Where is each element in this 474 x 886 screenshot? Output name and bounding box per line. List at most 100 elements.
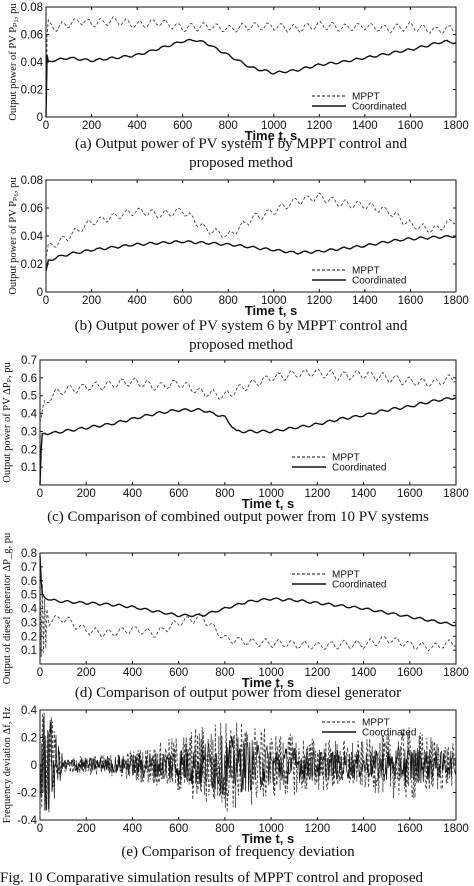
x-tick-label: 600 bbox=[173, 120, 192, 132]
x-tick-label: 0 bbox=[37, 667, 43, 679]
x-tick-label: 1200 bbox=[305, 823, 331, 835]
x-tick-label: 1400 bbox=[351, 488, 377, 500]
series-coordinated-line bbox=[39, 555, 457, 627]
chart-caption: (a) Output power of PV system 1 by MPPT … bbox=[75, 136, 407, 152]
series-mppt-line bbox=[45, 16, 457, 118]
x-tick-label: 1000 bbox=[261, 120, 287, 132]
x-tick-label: 1200 bbox=[305, 488, 331, 500]
y-tick-label: 0.5 bbox=[21, 391, 37, 403]
y-axis-label: Output power of PV Pₚ₆, pu bbox=[8, 177, 19, 295]
plot-frame bbox=[45, 6, 457, 118]
y-tick-label: 0.06 bbox=[21, 203, 43, 215]
y-tick-label: 0.4 bbox=[21, 705, 38, 717]
plot-frame bbox=[39, 552, 457, 665]
x-tick-label: 400 bbox=[128, 295, 147, 307]
y-tick-label: 0 bbox=[37, 287, 43, 299]
x-axis-label: Time t, s bbox=[242, 496, 295, 511]
y-tick-label: 0.04 bbox=[21, 231, 44, 243]
chart-caption: (b) Output power of PV system 6 by MPPT … bbox=[75, 318, 408, 334]
chart-d: 0 200 400 600 800 1000 1200 1400 1600 1800 0.1 0.2 0… bbox=[2, 532, 469, 701]
chart-caption: proposed method bbox=[189, 337, 293, 353]
chart-b: 0 200 400 600 800 1000 1200 1400 1600 1800 0 0.02 0.… bbox=[8, 175, 469, 353]
chart-e: 0 200 400 600 800 1000 1200 1400 1600 1800 -0.4 -0.… bbox=[2, 705, 469, 860]
x-tick-label: 1600 bbox=[397, 823, 423, 835]
x-tick-label: 800 bbox=[219, 295, 238, 307]
x-tick-label: 1400 bbox=[351, 823, 377, 835]
x-tick-label: 0 bbox=[37, 823, 43, 835]
legend-label: MPPT bbox=[332, 570, 360, 581]
x-tick-label: 800 bbox=[215, 823, 234, 835]
charts-group: 0 200 400 600 800 1000 1200 1400 1600 1800 0 0.02 0.… bbox=[2, 2, 469, 860]
x-tick-label: 600 bbox=[169, 823, 188, 835]
y-tick-label: 0 bbox=[37, 112, 43, 124]
x-tick-label: 400 bbox=[123, 667, 142, 679]
y-axis-label: Output power of PV ΔPₚ, pu bbox=[2, 362, 13, 483]
x-tick-label: 1600 bbox=[397, 488, 423, 500]
chart-c: 0 200 400 600 800 1000 1200 1400 1600 1800 0.1 0.2 0… bbox=[2, 355, 469, 525]
x-tick-label: 800 bbox=[215, 667, 234, 679]
legend-label: MPPT bbox=[352, 92, 380, 103]
x-tick-label: 200 bbox=[77, 823, 96, 835]
y-axis-label: Output power of PV Pₚ₁, pu bbox=[8, 3, 19, 121]
x-tick-label: 1000 bbox=[258, 667, 284, 679]
y-tick-label: 0.3 bbox=[21, 617, 37, 629]
x-tick-label: 600 bbox=[169, 667, 188, 679]
x-tick-label: 1800 bbox=[443, 488, 469, 500]
x-tick-label: 1000 bbox=[258, 488, 284, 500]
x-tick-label: 200 bbox=[82, 120, 101, 132]
x-tick-label: 0 bbox=[43, 120, 49, 132]
x-tick-label: 1200 bbox=[307, 295, 333, 307]
legend-label: Coordinated bbox=[332, 463, 386, 474]
y-axis-label: Output of diesel generator ΔP_g, pu bbox=[2, 532, 13, 684]
y-tick-label: 0.02 bbox=[21, 85, 43, 97]
legend-label: MPPT bbox=[352, 266, 380, 277]
y-tick-label: -0.4 bbox=[17, 815, 37, 827]
series-mppt-line bbox=[39, 368, 457, 423]
x-tick-label: 1600 bbox=[398, 295, 424, 307]
y-tick-label: 0.7 bbox=[21, 562, 37, 574]
chart-caption: (e) Comparison of frequency deviation bbox=[121, 844, 355, 860]
x-tick-label: 400 bbox=[123, 488, 142, 500]
x-tick-label: 600 bbox=[173, 295, 192, 307]
y-tick-label: 0.3 bbox=[21, 426, 37, 438]
x-tick-label: 200 bbox=[77, 488, 96, 500]
y-tick-label: 0.1 bbox=[21, 645, 37, 657]
series-coordinated-line bbox=[45, 38, 457, 118]
x-tick-label: 1200 bbox=[305, 667, 331, 679]
y-tick-label: 0.6 bbox=[21, 373, 37, 385]
x-tick-label: 1200 bbox=[307, 120, 333, 132]
x-axis-label: Time t, s bbox=[245, 303, 298, 318]
x-axis-label: Time t, s bbox=[242, 675, 295, 690]
series-mppt-line bbox=[39, 566, 457, 658]
y-tick-label: -0.2 bbox=[17, 788, 37, 800]
plot-frame bbox=[39, 359, 457, 486]
x-tick-label: 1600 bbox=[398, 120, 424, 132]
x-tick-label: 1800 bbox=[443, 667, 469, 679]
x-tick-label: 1000 bbox=[258, 823, 284, 835]
y-tick-label: 0 bbox=[31, 760, 37, 772]
x-tick-label: 1800 bbox=[443, 823, 469, 835]
chart-caption: proposed method bbox=[189, 155, 293, 171]
x-tick-label: 1000 bbox=[261, 295, 287, 307]
x-tick-label: 1400 bbox=[352, 120, 378, 132]
x-tick-label: 0 bbox=[43, 295, 49, 307]
chart-caption: (d) Comparison of output power from dies… bbox=[75, 685, 401, 701]
y-tick-label: 0.2 bbox=[21, 631, 37, 643]
series-coordinated-line bbox=[45, 234, 457, 272]
x-tick-label: 200 bbox=[82, 295, 101, 307]
y-tick-label: 0.6 bbox=[21, 576, 37, 588]
x-axis-label: Time t, s bbox=[242, 831, 295, 846]
y-tick-label: 0.08 bbox=[21, 2, 43, 14]
x-tick-label: 1400 bbox=[352, 295, 378, 307]
x-tick-label: 400 bbox=[123, 823, 142, 835]
y-tick-label: 0.4 bbox=[21, 604, 38, 616]
y-tick-label: 0.1 bbox=[21, 462, 37, 474]
legend-label: MPPT bbox=[362, 718, 390, 729]
y-tick-label: 0.4 bbox=[21, 409, 38, 421]
series-coordinated-line bbox=[39, 716, 457, 813]
chart-caption: (c) Comparison of combined output power … bbox=[47, 509, 429, 525]
